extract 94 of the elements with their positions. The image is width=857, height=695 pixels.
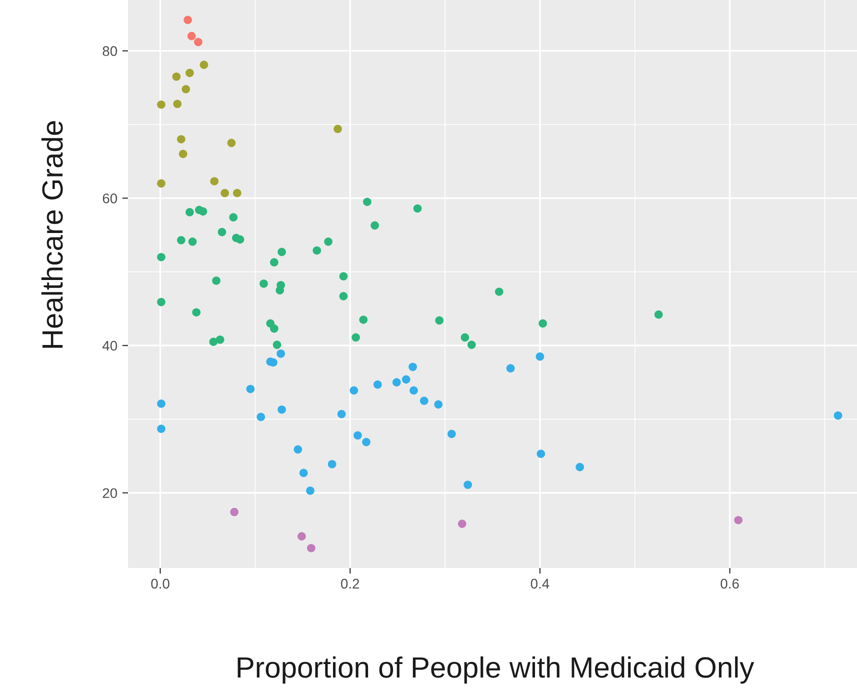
point xyxy=(370,221,379,230)
point xyxy=(307,544,316,552)
point xyxy=(212,276,220,285)
point xyxy=(334,124,342,134)
y-tick-label: 60 xyxy=(102,194,118,204)
point xyxy=(362,438,370,446)
point xyxy=(229,213,238,222)
point xyxy=(216,335,224,344)
point xyxy=(350,386,358,395)
point xyxy=(352,333,360,342)
point xyxy=(220,188,229,198)
point xyxy=(538,319,547,328)
point xyxy=(157,252,166,262)
point xyxy=(157,298,166,306)
point xyxy=(392,378,401,387)
point xyxy=(270,258,278,266)
point xyxy=(173,100,182,108)
point xyxy=(278,405,286,414)
point xyxy=(172,72,181,81)
point xyxy=(188,237,197,246)
point xyxy=(176,236,186,244)
y-tick-label: 80 xyxy=(102,46,118,56)
point xyxy=(246,384,255,394)
point xyxy=(178,150,188,158)
point xyxy=(410,386,418,395)
point xyxy=(230,508,238,516)
point xyxy=(209,338,218,346)
point xyxy=(408,362,417,372)
y-tick-label: 20 xyxy=(102,488,118,498)
point xyxy=(157,179,166,188)
point xyxy=(402,375,410,384)
point xyxy=(413,204,422,213)
point xyxy=(359,316,368,324)
point xyxy=(276,349,285,358)
y-tick-label: 40 xyxy=(102,340,118,351)
point xyxy=(236,235,244,244)
point xyxy=(448,430,456,438)
point xyxy=(312,246,322,255)
point xyxy=(278,248,286,256)
point xyxy=(200,60,208,69)
point xyxy=(227,138,236,148)
point xyxy=(328,460,336,468)
point xyxy=(198,207,208,216)
point xyxy=(464,480,472,489)
y-axis-title: Healthcare Grade xyxy=(41,121,63,348)
point xyxy=(294,445,302,454)
point xyxy=(276,286,284,294)
point xyxy=(536,352,544,361)
point xyxy=(506,364,515,373)
point xyxy=(157,100,166,109)
point xyxy=(157,400,166,408)
point xyxy=(218,228,226,236)
point xyxy=(339,272,348,280)
x-tick-label: 0.0 xyxy=(151,578,170,589)
point xyxy=(339,292,348,300)
point xyxy=(435,316,444,325)
point xyxy=(157,424,166,433)
point xyxy=(354,431,362,440)
point xyxy=(210,177,219,186)
point xyxy=(232,188,242,198)
point xyxy=(734,516,743,524)
point xyxy=(536,450,546,458)
point xyxy=(363,198,372,206)
x-tick-label: 0.2 xyxy=(341,578,360,589)
point xyxy=(434,400,443,409)
point xyxy=(324,237,332,246)
x-axis-title: Proportion of People with Medicaid Only xyxy=(238,656,754,684)
point xyxy=(182,84,190,94)
point xyxy=(176,135,186,144)
x-tick-label: 0.6 xyxy=(720,578,739,589)
point xyxy=(306,486,314,495)
point xyxy=(194,38,202,46)
point xyxy=(270,324,278,333)
point xyxy=(420,396,428,405)
point xyxy=(192,308,201,317)
point xyxy=(467,340,476,349)
x-tick-label: 0.4 xyxy=(530,578,550,589)
point xyxy=(460,333,470,342)
point xyxy=(458,520,466,528)
point xyxy=(576,462,584,472)
point xyxy=(184,16,192,24)
point xyxy=(186,68,194,78)
point xyxy=(834,411,842,420)
point xyxy=(654,310,663,319)
point xyxy=(299,468,308,478)
point xyxy=(272,340,282,349)
point xyxy=(373,380,382,389)
point xyxy=(186,208,194,216)
point xyxy=(256,412,266,422)
point xyxy=(260,279,268,288)
point xyxy=(494,288,504,296)
point xyxy=(298,532,306,540)
point xyxy=(187,32,196,40)
point xyxy=(337,410,346,418)
